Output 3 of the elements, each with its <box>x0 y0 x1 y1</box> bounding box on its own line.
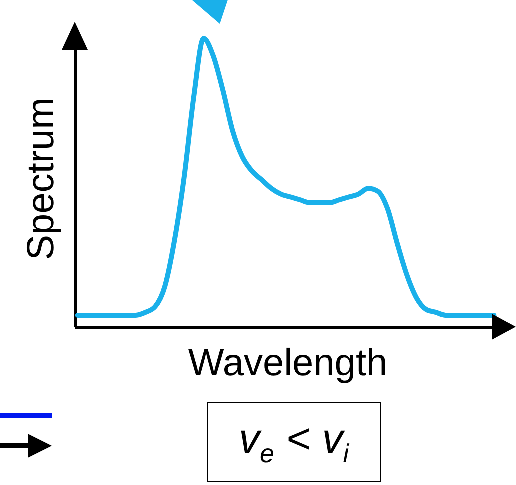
x-axis-title: Wavelength <box>188 342 388 384</box>
y-axis-title: Spectrum <box>20 98 62 260</box>
text: v$_{e}$ < v$_{i}$ <box>238 414 350 470</box>
